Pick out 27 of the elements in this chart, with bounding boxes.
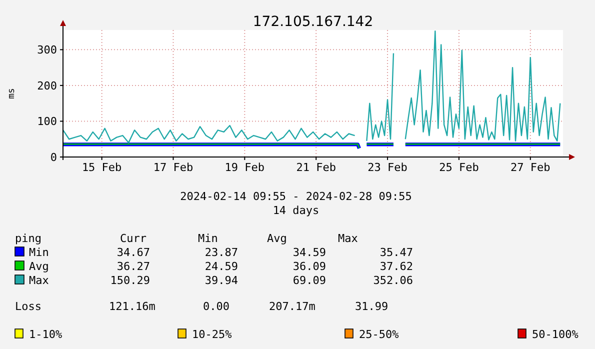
text: 2024-02-14 09:55 - 2024-02-28 09:55 bbox=[180, 190, 412, 203]
x-tick-label: 23 Feb bbox=[368, 161, 408, 174]
x-tick-label: 17 Feb bbox=[153, 161, 194, 174]
y-axis-title: ms bbox=[7, 88, 17, 99]
x-tick-label: 25 Feb bbox=[439, 161, 479, 174]
legend-label: Min bbox=[29, 246, 49, 259]
x-tick-label: 19 Feb bbox=[224, 161, 265, 174]
text: 34.67 23.87 34.59 35.47 bbox=[116, 246, 413, 259]
y-tick-label: 100 bbox=[37, 115, 57, 128]
text: ping Curr Min Avg Max bbox=[15, 232, 358, 245]
legend-label: Max bbox=[29, 274, 50, 287]
text: 36.27 24.59 36.09 37.62 bbox=[116, 260, 413, 273]
text: 14 days bbox=[272, 204, 320, 217]
y-tick-label: 0 bbox=[50, 151, 57, 164]
text: 150.29 39.94 69.09 352.06 bbox=[110, 274, 413, 287]
legend-label: Avg bbox=[29, 260, 49, 273]
x-tick-label: 21 Feb bbox=[296, 161, 336, 174]
x-tick-label: 15 Feb bbox=[82, 161, 122, 174]
text: 50-100% bbox=[532, 328, 579, 341]
text: 25-50% bbox=[359, 328, 400, 341]
text: 1-10% bbox=[29, 328, 62, 341]
text: Loss 121.16m 0.00 207.17m 31.99 bbox=[15, 300, 388, 313]
x-tick-label: 27 Feb bbox=[510, 161, 550, 174]
y-tick-label: 200 bbox=[37, 79, 57, 92]
y-tick-label: 300 bbox=[37, 44, 57, 57]
text: 10-25% bbox=[192, 328, 232, 341]
chart-title: 172.105.167.142 bbox=[252, 14, 374, 30]
